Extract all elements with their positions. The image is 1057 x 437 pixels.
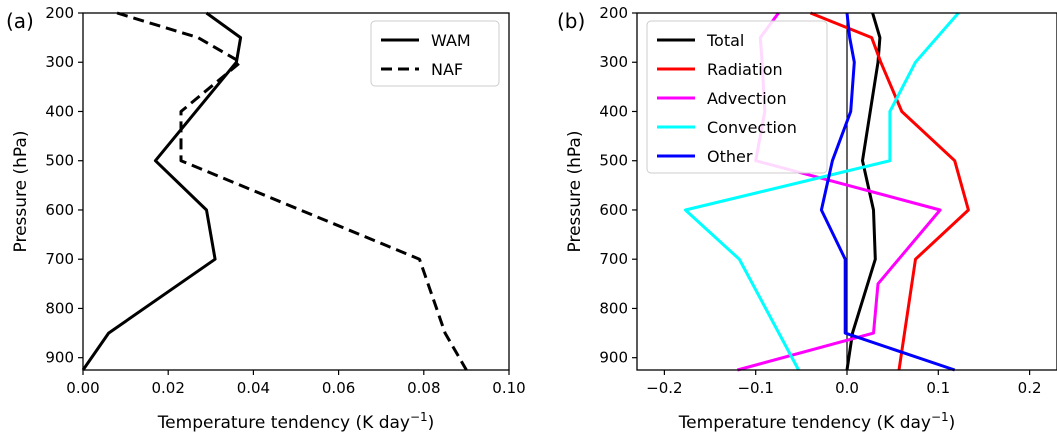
panel-label: (a) <box>6 9 34 33</box>
panel-label: (b) <box>557 9 585 33</box>
y-axis-label: Pressure (hPa) <box>565 131 585 253</box>
y-tick-label: 200 <box>599 4 628 22</box>
series-line-radiation <box>809 11 970 371</box>
x-tick-label: 0.1 <box>926 379 950 397</box>
x-tick-label: 0.2 <box>1018 379 1042 397</box>
series-line-other <box>819 12 956 372</box>
y-tick-label: 200 <box>45 4 74 22</box>
series-line-naf <box>116 11 468 371</box>
series-line-total <box>845 12 882 371</box>
y-tick-label: 300 <box>599 53 628 71</box>
legend: WAM NAF <box>370 20 500 87</box>
panel-b: −0.2 −0.1 0.0 0.1 0.2 200 300 400 500 600 700 800 90… <box>557 4 1057 433</box>
y-tick-label: 700 <box>45 250 74 268</box>
y-tick-label: 600 <box>45 201 74 219</box>
x-tick-label: −0.1 <box>737 379 773 397</box>
legend-label-wam: WAM <box>431 31 471 50</box>
legend-box <box>646 20 828 174</box>
series-line-wam <box>81 11 243 371</box>
legend-label-advection: Advection <box>707 89 787 108</box>
x-tick-label: 0.02 <box>151 379 184 397</box>
legend-label-naf: NAF <box>431 60 463 79</box>
y-tick-label: 500 <box>599 152 628 170</box>
x-tick-label: −0.2 <box>646 379 682 397</box>
x-tick-label: 0.04 <box>237 379 270 397</box>
y-tick-label: 900 <box>45 349 74 367</box>
y-tick-label: 800 <box>599 299 628 317</box>
legend: Total Radiation Advection Convection Other <box>646 20 828 174</box>
legend-label-radiation: Radiation <box>707 60 783 79</box>
y-tick-label: 500 <box>45 152 74 170</box>
x-axis-label: Temperature tendency (K day−1) <box>157 410 435 433</box>
y-tick-label: 400 <box>599 102 628 120</box>
series-line-convection <box>683 12 960 371</box>
axes-frame <box>82 12 510 371</box>
legend-label-total: Total <box>706 31 744 50</box>
y-tick-label: 300 <box>45 53 74 71</box>
x-tick-label: 0.06 <box>322 379 355 397</box>
y-tick-label: 800 <box>45 299 74 317</box>
x-tick-label: 0.10 <box>492 379 525 397</box>
panel-a: 0.00 0.02 0.04 0.06 0.08 0.10 200 300 400 500 600 7… <box>6 4 526 433</box>
x-tick-label: 0.00 <box>66 379 99 397</box>
x-tick-label: 0.0 <box>835 379 859 397</box>
x-axis-label: Temperature tendency (K day−1) <box>678 410 956 433</box>
y-tick-label: 900 <box>599 349 628 367</box>
y-tick-label: 700 <box>599 250 628 268</box>
x-tick-label: 0.08 <box>407 379 440 397</box>
y-tick-label: 600 <box>599 201 628 219</box>
y-axis-label: Pressure (hPa) <box>11 131 31 253</box>
legend-label-other: Other <box>707 147 753 166</box>
legend-label-convection: Convection <box>707 118 797 137</box>
y-tick-label: 400 <box>45 102 74 120</box>
